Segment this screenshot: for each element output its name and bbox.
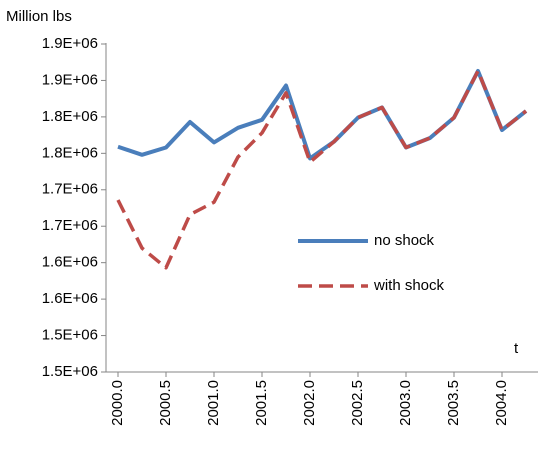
- x-tick-label: 2001.0: [205, 380, 222, 426]
- y-tick-label: 1.6E+06: [42, 254, 98, 271]
- x-tick-label: 2002.5: [349, 380, 366, 426]
- series-line: [116, 69, 528, 270]
- x-tick-label: 2003.5: [445, 380, 462, 426]
- x-tick-label: 2000.0: [109, 380, 126, 426]
- y-tick-label: 1.6E+06: [42, 290, 98, 307]
- y-tick-label: 1.8E+06: [42, 108, 98, 125]
- x-axis-title: t: [514, 340, 519, 357]
- y-tick-label: 1.9E+06: [42, 35, 98, 52]
- y-tick-label: 1.9E+06: [42, 71, 98, 88]
- y-tick-label: 1.7E+06: [42, 217, 98, 234]
- y-tick-label: 1.8E+06: [42, 144, 98, 161]
- x-tick-label: 2001.5: [253, 380, 270, 426]
- y-tick-label: 1.5E+06: [42, 327, 98, 344]
- y-tick-label: 1.5E+06: [42, 363, 98, 380]
- y-axis-title: Million lbs: [6, 8, 72, 25]
- x-tick-label: 2004.0: [493, 380, 510, 426]
- legend-label: with shock: [373, 277, 445, 294]
- series-line: [117, 68, 528, 161]
- x-tick-label: 2002.0: [301, 380, 318, 426]
- y-tick-label: 1.7E+06: [42, 181, 98, 198]
- x-tick-label: 2000.5: [157, 380, 174, 426]
- x-tick-label: 2003.0: [397, 380, 414, 426]
- legend-label: no shock: [374, 232, 435, 249]
